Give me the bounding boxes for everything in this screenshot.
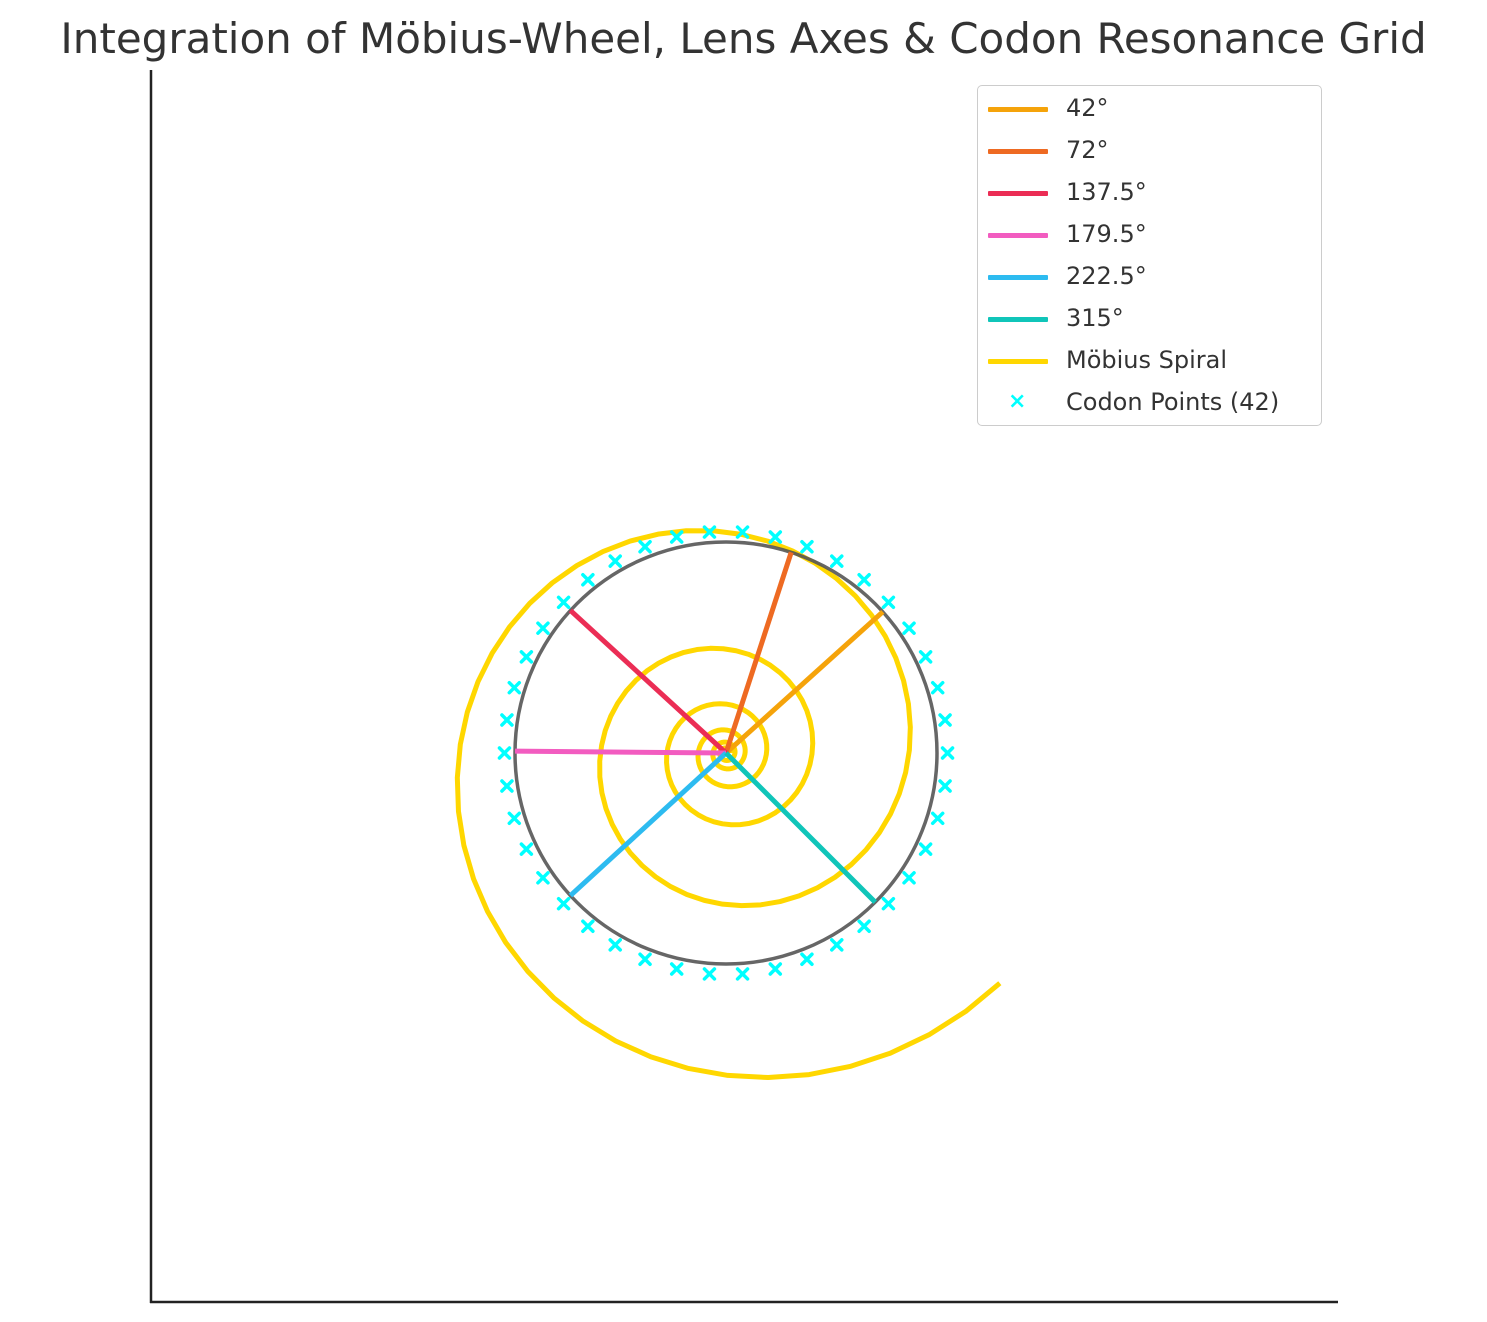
legend-item: 72°: [978, 130, 1321, 172]
codon-points-layer: [497, 525, 955, 981]
lens-axis-72: [723, 551, 794, 754]
lens-axes-layer: [514, 551, 885, 904]
codon-point: [768, 962, 783, 976]
legend-swatch: [988, 149, 1048, 154]
codon-point: [938, 713, 952, 727]
codon-point: [735, 967, 750, 981]
codon-point: [536, 621, 550, 635]
lens-axis-137-5: [568, 608, 728, 755]
legend-label: Möbius Spiral: [1066, 346, 1228, 374]
lens-axis-315: [724, 751, 877, 904]
codon-point: [608, 554, 622, 568]
legend-label: 222.5°: [1066, 262, 1147, 290]
codon-point: [857, 919, 871, 933]
codon-point: [638, 540, 652, 554]
codon-point: [608, 938, 622, 952]
lens-axis-179-5: [514, 748, 727, 756]
codon-point: [507, 680, 522, 695]
codon-point: [507, 811, 522, 826]
legend: 42° 72° 137.5° 179.5° 222.5° 315° Möbius Spira…: [977, 85, 1322, 426]
mobius-spiral-layer: [454, 528, 1002, 1081]
codon-point: [581, 919, 595, 933]
codon-point: [902, 871, 916, 885]
codon-point: [800, 540, 814, 554]
legend-label: 42°: [1066, 94, 1109, 122]
codon-point: [930, 811, 945, 826]
legend-item: 179.5°: [978, 214, 1321, 256]
legend-label: 315°: [1066, 304, 1124, 332]
codon-point: [881, 595, 896, 610]
codon-point: [735, 525, 750, 539]
legend-marker-icon: ×: [1008, 389, 1027, 414]
codon-point: [702, 525, 717, 539]
codon-point: [500, 713, 514, 727]
codon-point: [938, 779, 952, 793]
codon-point: [519, 650, 534, 664]
codon-point: [556, 595, 571, 610]
legend-swatch: [988, 359, 1048, 364]
codon-point: [830, 554, 844, 568]
codon-point: [857, 573, 871, 587]
codon-point: [638, 952, 652, 966]
legend-label: 179.5°: [1066, 220, 1147, 248]
codon-point: [918, 842, 933, 856]
codon-point: [669, 962, 684, 976]
codon-point: [902, 621, 916, 635]
legend-swatch: [988, 191, 1048, 196]
lens-axis-42: [724, 609, 885, 755]
codon-point: [556, 896, 571, 911]
legend-label: Codon Points (42): [1066, 388, 1280, 416]
codon-point: [881, 896, 896, 911]
legend-item: Möbius Spiral: [978, 340, 1321, 382]
codon-point: [918, 650, 933, 664]
chart-title: Integration of Möbius-Wheel, Lens Axes &…: [60, 14, 1427, 63]
legend-item: 222.5°: [978, 256, 1321, 298]
legend-item: 137.5°: [978, 172, 1321, 214]
legend-item: 42°: [978, 88, 1321, 130]
codon-point: [800, 952, 814, 966]
codon-point: [500, 779, 514, 793]
codon-point: [930, 680, 945, 695]
legend-swatch: [988, 317, 1048, 322]
legend-swatch: [988, 275, 1048, 280]
codon-point: [519, 842, 534, 856]
codon-point: [702, 967, 717, 981]
codon-point: [940, 746, 955, 760]
legend-item: 315°: [978, 298, 1321, 340]
codon-point: [768, 530, 783, 544]
legend-label: 137.5°: [1066, 178, 1147, 206]
legend-item: × Codon Points (42): [978, 382, 1321, 424]
mobius-spiral-line: [454, 528, 1002, 1081]
codon-point: [497, 746, 512, 760]
legend-label: 72°: [1066, 136, 1109, 164]
codon-point: [830, 938, 844, 952]
codon-point: [581, 573, 595, 587]
lens-axis-222-5: [568, 751, 728, 898]
legend-swatch: [988, 107, 1048, 112]
codon-point: [669, 530, 684, 544]
legend-swatch: [988, 233, 1048, 238]
codon-point: [536, 871, 550, 885]
